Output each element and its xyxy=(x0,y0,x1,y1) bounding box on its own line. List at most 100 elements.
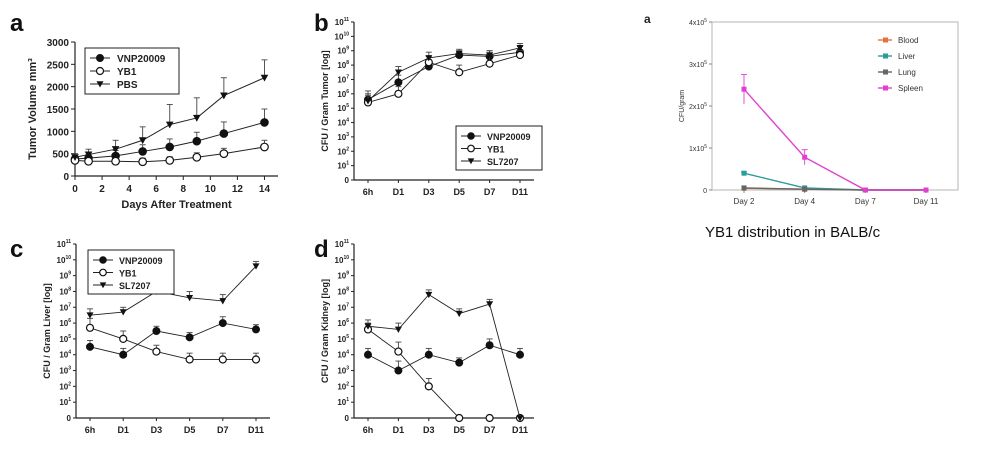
series-line-yb1 xyxy=(367,329,520,419)
y-tick-label: 101 xyxy=(337,161,349,171)
legend-marker xyxy=(467,144,475,153)
data-point xyxy=(85,323,95,332)
y-tick-label: 1011 xyxy=(57,239,71,249)
y-tick-label: 0 xyxy=(63,172,69,183)
legend-label: Blood xyxy=(898,36,918,45)
liver-cfu-plot: 0 101 102 103 104 105 106 107 108 109 1010 1011 6h D1… xyxy=(42,239,270,435)
data-point xyxy=(364,323,372,330)
y-axis-title: CFU / Gram Liver [log] xyxy=(42,283,52,379)
y-tick-label: 2x105 xyxy=(689,102,707,111)
y-tick-label: 2000 xyxy=(47,83,70,94)
legend-marker xyxy=(96,81,104,88)
y-tick-label: 1500 xyxy=(47,105,70,116)
data-point xyxy=(165,121,174,129)
data-point xyxy=(193,114,201,122)
data-point xyxy=(260,74,269,82)
y-tick-label: 104 xyxy=(337,118,349,128)
y-tick-label: 106 xyxy=(337,89,349,99)
legend-label: YB1 xyxy=(117,67,137,78)
data-point xyxy=(220,92,228,100)
legend-label: SL7207 xyxy=(119,281,151,291)
series-line-vnp20009 xyxy=(89,322,257,356)
data-point xyxy=(84,151,93,159)
legend-marker xyxy=(99,282,107,289)
legend-marker xyxy=(99,256,107,264)
y-tick-label: 104 xyxy=(337,350,349,360)
series-line-sl7207 xyxy=(367,294,521,419)
data-point xyxy=(455,68,464,77)
data-point xyxy=(364,350,372,359)
x-tick-label: D7 xyxy=(217,425,229,435)
y-tick-label: 109 xyxy=(59,271,71,281)
tumor-volume-chart: a 0 500 1000 1500 2000 2500 3000 0 2 4 6 8 10 12 14 Day… xyxy=(0,0,300,230)
data-point xyxy=(192,136,202,146)
y-tick-label: 106 xyxy=(59,318,71,328)
y-tick-label: 101 xyxy=(337,397,349,407)
panel-label-right-a: a xyxy=(644,12,651,26)
data-point xyxy=(111,146,120,153)
legend-label: SL7207 xyxy=(487,157,519,167)
x-tick-label: D1 xyxy=(117,425,129,435)
y-tick-label: 0 xyxy=(345,414,350,423)
y-tick-label: 0 xyxy=(703,188,707,195)
data-point xyxy=(394,89,403,98)
data-point xyxy=(219,149,229,159)
series-line-pbs xyxy=(74,77,265,158)
y-tick-label: 3x105 xyxy=(689,60,707,69)
x-tick-label: D1 xyxy=(393,187,405,197)
data-point xyxy=(485,341,494,350)
y-tick-label: 0 xyxy=(345,176,350,185)
data-point xyxy=(516,415,524,422)
x-tick-label: D11 xyxy=(248,425,264,435)
x-tick-label: 6 xyxy=(153,184,159,195)
series-line-yb1 xyxy=(89,327,256,360)
y-tick-label: 1010 xyxy=(335,31,350,41)
y-tick-label: 1011 xyxy=(335,17,349,27)
y-tick-label: 4x105 xyxy=(689,18,707,27)
y-axis-title: Tumor Volume mm³ xyxy=(27,58,39,160)
data-point xyxy=(192,152,202,162)
y-axis-title: CFU/gram xyxy=(679,90,686,122)
y-tick-label: 105 xyxy=(337,103,349,113)
series-line-liver xyxy=(743,172,926,191)
panel-label-b: b xyxy=(314,10,329,37)
legend-marker xyxy=(96,54,104,62)
data-point xyxy=(364,98,372,105)
y-tick-label: 105 xyxy=(59,334,71,344)
y-tick-label: 108 xyxy=(337,286,349,296)
x-tick-label: 6h xyxy=(363,425,374,435)
data-point xyxy=(251,355,261,364)
data-point xyxy=(86,342,94,351)
data-point xyxy=(252,263,260,270)
y-tick-label: 102 xyxy=(337,146,349,156)
data-point xyxy=(219,129,229,138)
legend-label: PBS xyxy=(117,80,138,91)
data-point xyxy=(424,382,433,391)
data-point xyxy=(425,291,433,299)
data-point xyxy=(394,78,403,87)
kidney-cfu-chart: d 0 101 102 103 104 105 106 107 108 109 1010 1011 6h… xyxy=(300,230,550,446)
data-point xyxy=(802,186,808,192)
data-point xyxy=(165,155,175,165)
data-point xyxy=(802,154,808,160)
y-tick-label: 1010 xyxy=(335,255,350,265)
yb1-distribution-caption: YB1 distribution in BALB/c xyxy=(705,224,881,241)
x-tick-label: D3 xyxy=(423,187,435,197)
y-tick-label: 2500 xyxy=(47,60,70,71)
x-tick-label: 6h xyxy=(363,187,374,197)
legend-marker xyxy=(883,53,888,59)
data-point xyxy=(138,147,147,156)
yb1-distribution-chart: a 0 1x105 2x105 3x105 4x105 Day 2 Day 4 Day 7 Da… xyxy=(620,0,1005,260)
y-tick-label: 1010 xyxy=(57,255,72,265)
data-point xyxy=(218,355,227,364)
data-point xyxy=(165,142,175,152)
legend-label: Spleen xyxy=(898,84,923,93)
data-point xyxy=(923,187,929,193)
legend-marker xyxy=(883,85,888,91)
panel-label-d: d xyxy=(314,236,329,263)
liver-cfu-chart: c 0 101 102 103 104 105 106 107 108 109 1010 1011 6h… xyxy=(0,230,300,446)
data-point xyxy=(138,157,148,167)
x-tick-label: D11 xyxy=(512,187,528,197)
x-tick-label: 4 xyxy=(126,184,132,195)
x-tick-label: Day 11 xyxy=(914,197,939,206)
